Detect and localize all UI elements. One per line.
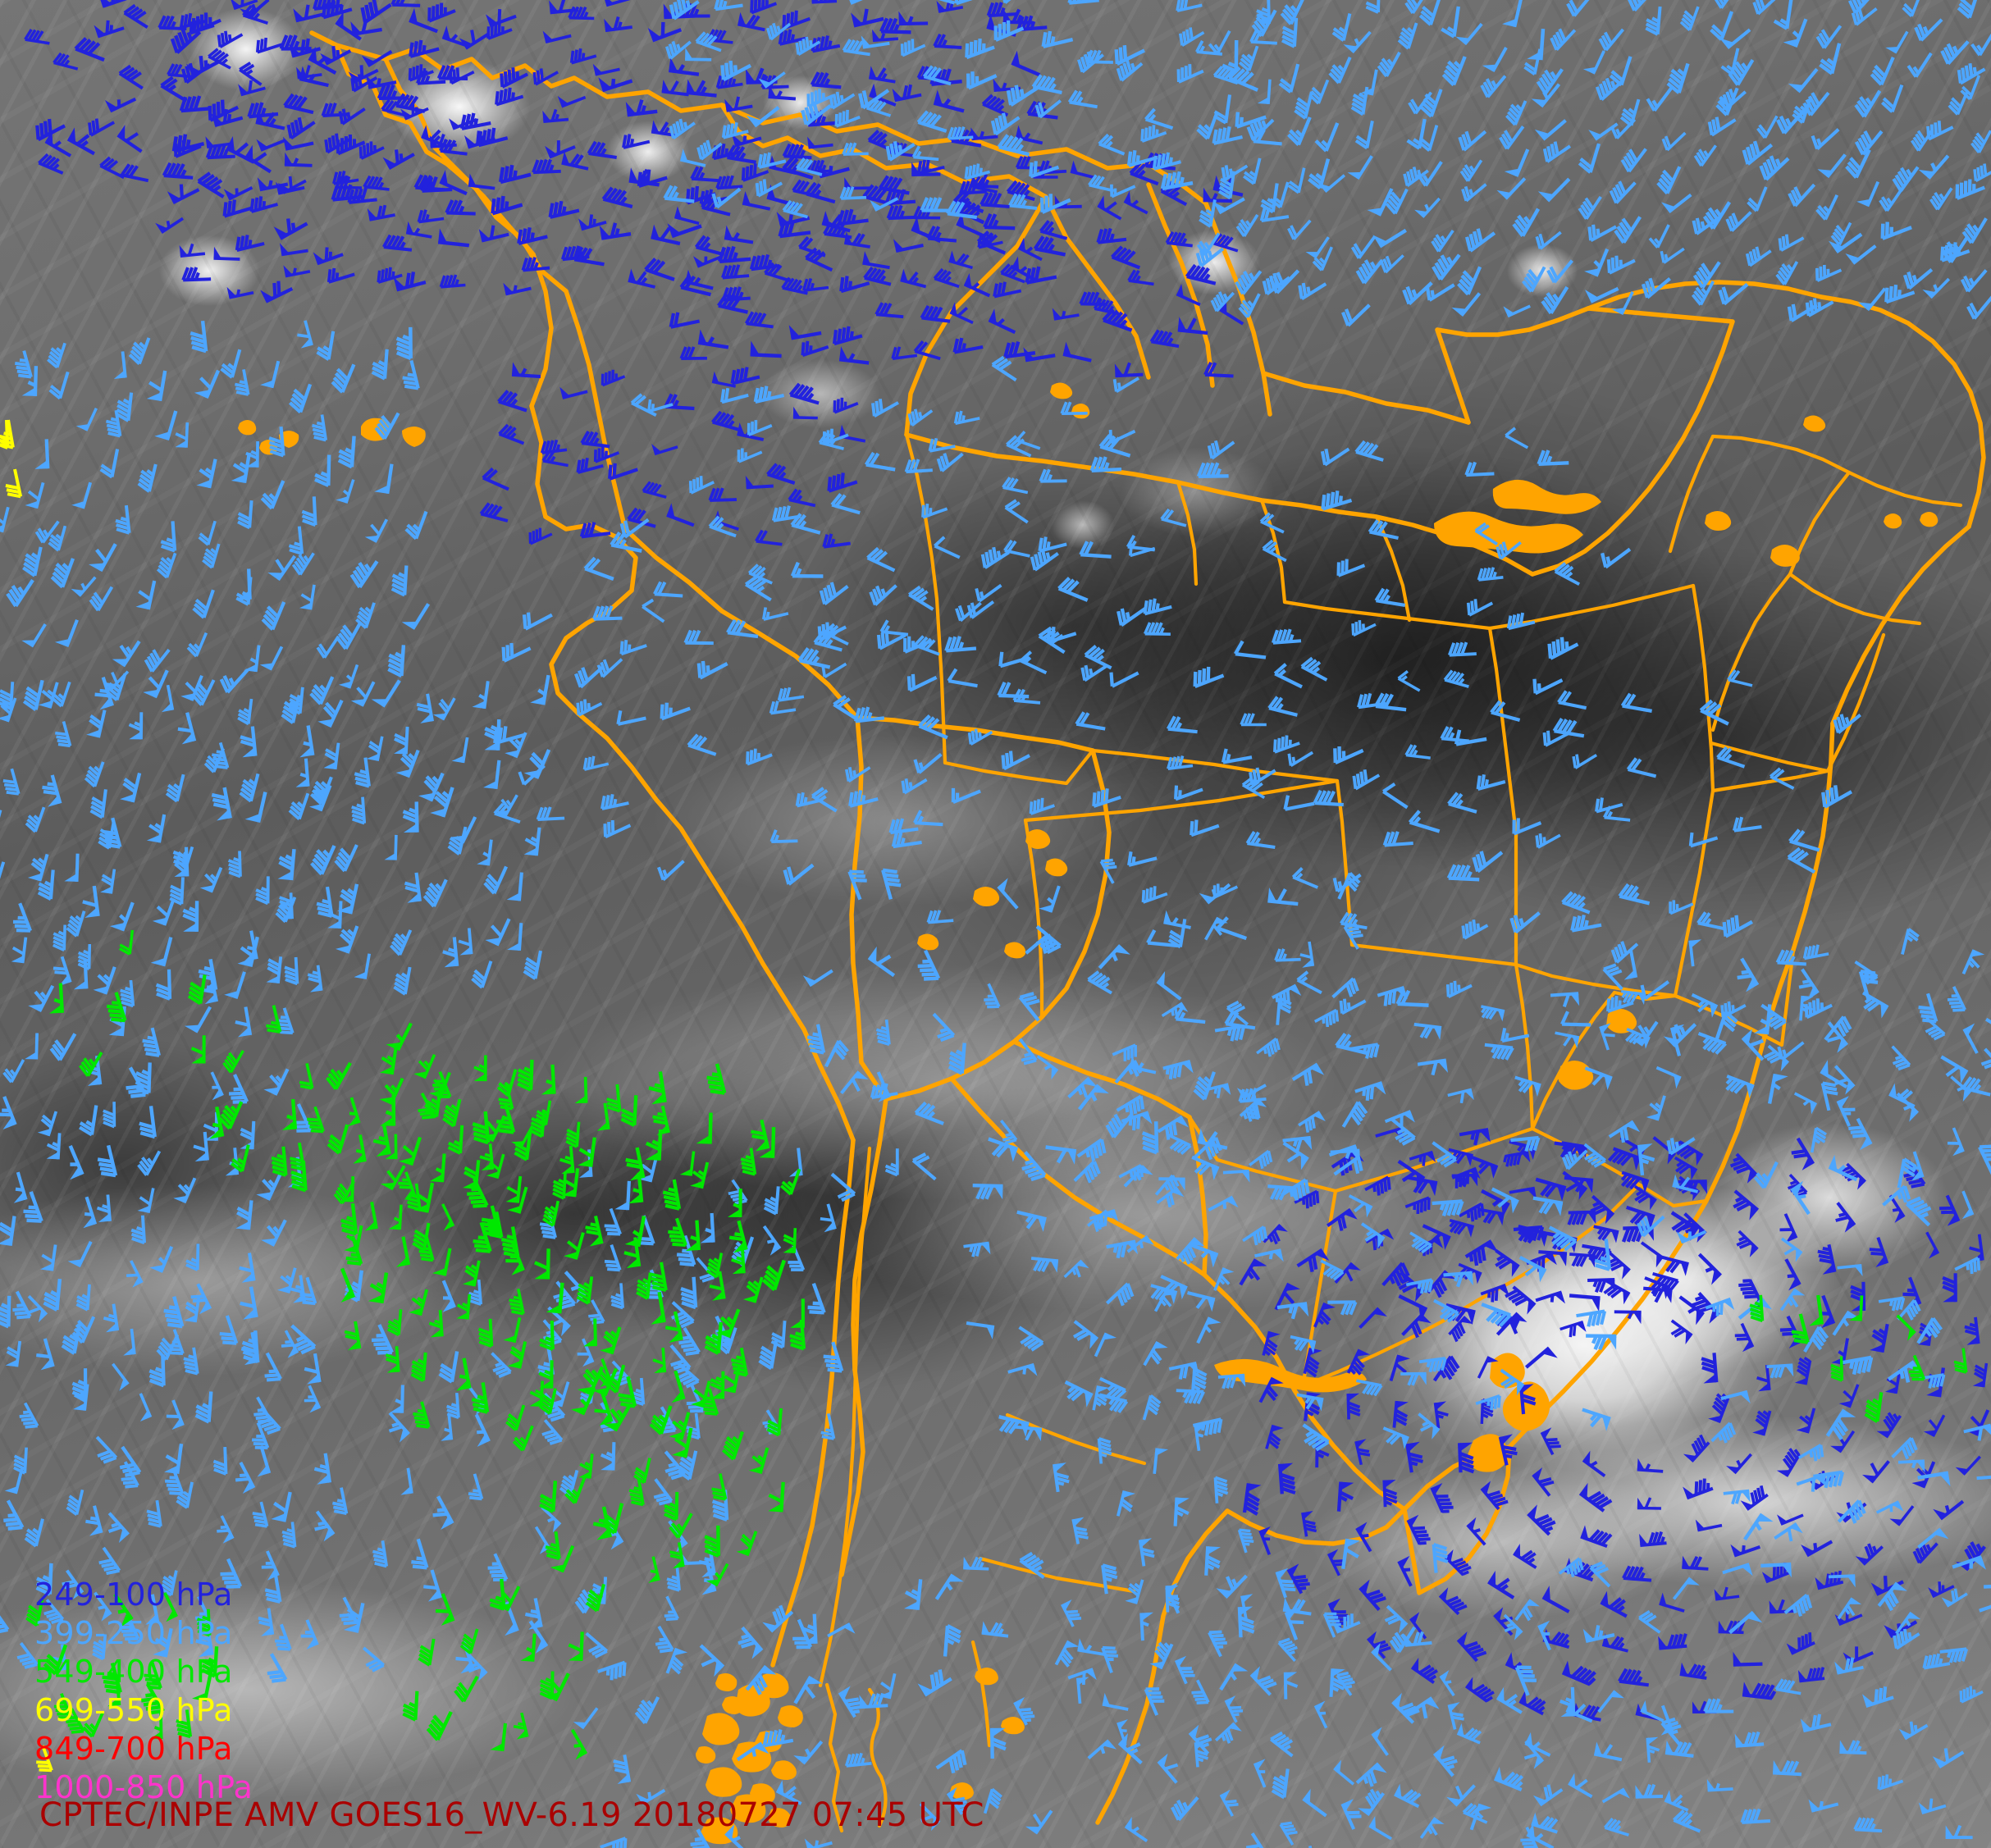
legend-item-249-100[interactable]: 249-100 hPa (34, 1577, 233, 1613)
legend-item-1000-850[interactable]: 1000-850 hPa (34, 1769, 253, 1805)
legend-item-699-550[interactable]: 699-550 hPa (34, 1692, 233, 1728)
pressure-level-legend: 249-100 hPa 399-250 hPa 549-400 hPa 699-… (34, 1579, 253, 1810)
legend-item-849-700[interactable]: 849-700 hPa (34, 1731, 233, 1767)
legend-item-399-250[interactable]: 399-250 hPa (34, 1615, 233, 1651)
chilean-archipelago (696, 1672, 803, 1845)
product-caption: CPTEC/INPE AMV GOES16_WV-6.19 20180727 0… (39, 1796, 984, 1834)
legend-item-549-400[interactable]: 549-400 hPa (34, 1654, 233, 1690)
